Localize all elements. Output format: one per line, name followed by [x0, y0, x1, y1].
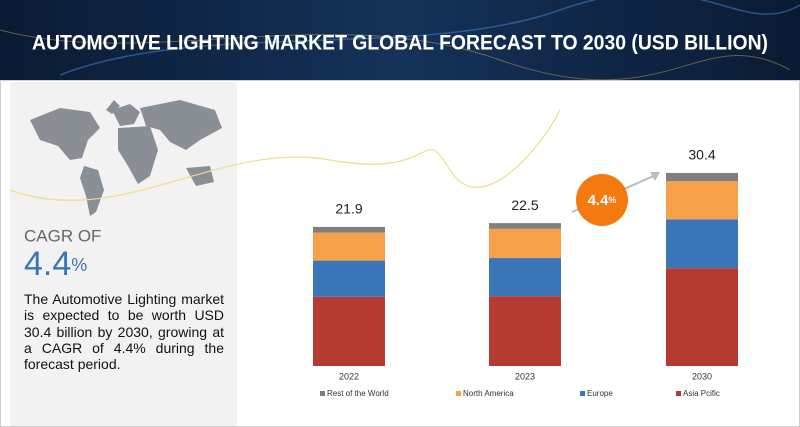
- cagr-number: 4.4: [24, 245, 71, 283]
- legend-label: Europe: [587, 389, 613, 398]
- legend-swatch: [456, 391, 461, 396]
- header-band: [0, 0, 800, 80]
- legend-swatch: [676, 391, 681, 396]
- cagr-unit: %: [71, 255, 87, 275]
- badge-number: 4.4: [588, 192, 610, 209]
- badge-unit: %: [608, 195, 616, 205]
- x-tick-label: 2022: [339, 371, 359, 381]
- legend-label: North America: [463, 389, 514, 398]
- total-label: 21.9: [335, 201, 362, 217]
- chart-title: AUTOMOTIVE LIGHTING MARKET GLOBAL FORECA…: [32, 32, 768, 55]
- cagr-label: CAGR OF: [24, 226, 101, 245]
- legend-swatch: [320, 391, 325, 396]
- x-tick-label: 2023: [515, 371, 535, 381]
- bar-segment: [313, 260, 385, 297]
- bar-segment: [666, 181, 738, 220]
- bar-segment: [313, 226, 385, 233]
- decor-curve: [9, 109, 561, 201]
- x-tick-label: 2030: [692, 371, 712, 381]
- bar-segment: [489, 296, 561, 366]
- bar-segment: [313, 232, 385, 261]
- legend-swatch: [580, 391, 585, 396]
- bar-segment: [313, 296, 385, 366]
- bar-segment: [489, 258, 561, 297]
- total-label: 22.5: [511, 197, 538, 213]
- badge-text: 4.4%: [588, 192, 617, 209]
- world-map: [30, 100, 222, 216]
- legend-label: Asia Pcific: [683, 389, 720, 398]
- cagr-value: 4.4%: [24, 245, 87, 283]
- header-streak: [0, 29, 791, 81]
- total-label: 30.4: [688, 147, 715, 163]
- description: The Automotive Lighting market is expect…: [24, 291, 224, 373]
- legend-label: Rest of the World: [327, 389, 389, 398]
- header-streak: [59, 0, 800, 76]
- bar-segment: [489, 228, 561, 259]
- bar-segment: [666, 268, 738, 366]
- bar-segment: [666, 219, 738, 269]
- growth-arrowhead: [650, 172, 660, 181]
- cagr-badge: [576, 174, 628, 226]
- bar-segment: [489, 223, 561, 229]
- bar-segment: [666, 172, 738, 182]
